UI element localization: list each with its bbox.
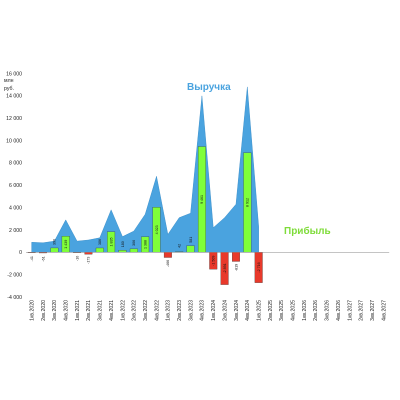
y-tick-label: 16 000 [6,71,22,77]
x-tick-label: 1кв.2020 [29,300,35,321]
y-tick-label: 12 000 [6,116,22,122]
profit-bar-label: 1 835 [109,238,113,247]
profit-bar-label: -2 716 [257,262,261,272]
y-tick-label: 8 000 [9,161,22,167]
x-tick-label: 2кв.2027 [359,300,365,321]
profit-bars: -41 -61 390 1 439 -10 -173 386 1 835 180 306 1 388… [27,146,263,285]
x-tick-label: 2кв.2025 [268,300,274,321]
x-tick-label: 3кв.2022 [143,300,149,321]
profit-bar-label: 1 439 [64,240,68,249]
profit-bar [84,252,93,255]
profit-bar-label: 8 912 [246,198,250,207]
profit-bar-label: 306 [132,240,136,246]
legend-revenue: Выручка [187,82,231,93]
x-tick-label: 1кв.2023 [166,300,172,321]
x-tick-label: 3кв.2025 [279,300,285,321]
y-axis: -4 000 -2 000 0 2 000 4 000 6 000 8 000 10 000 1… [6,71,22,300]
profit-bar-label: 390 [53,239,57,245]
x-tick-label: 1кв.2024 [211,300,217,321]
y-tick-label: -4 000 [7,295,22,301]
x-tick-label: 4кв.2020 [64,300,70,321]
profit-bar-label: -819 [234,264,238,271]
profit-bar-label: 42 [178,244,182,248]
profit-bar-label: 4 023 [155,225,159,234]
profit-bar-label: 581 [189,237,193,243]
profit-bar [186,245,195,253]
unit-label-line1: млн [4,78,14,84]
profit-bar-label: 180 [121,241,125,247]
profit-bar-label: -466 [166,260,170,267]
x-tick-label: 4кв.2025 [291,300,297,321]
legend-profit: Прибыль [284,225,331,237]
y-tick-label: -2 000 [7,272,22,278]
y-tick-label: 6 000 [9,183,22,189]
profit-bar-label: 386 [98,239,102,245]
x-tick-label: 1кв.2026 [302,300,308,321]
x-tick-label: 3кв.2021 [98,300,104,321]
x-tick-label: 4кв.2022 [154,300,160,321]
x-tick-label: 2кв.2026 [313,300,319,321]
x-tick-label: 2кв.2021 [86,300,92,321]
profit-bar-label: -173 [87,257,91,264]
profit-bar-label: -10 [75,256,79,261]
profit-bar-label: -2 891 [223,263,227,273]
profit-bar [129,248,138,253]
x-tick-label: 3кв.2026 [325,300,331,321]
y-tick-label: 4 000 [9,205,22,211]
x-tick-label: 1кв.2022 [120,300,126,321]
x-tick-label: 2кв.2024 [222,300,228,321]
revenue-area [31,86,259,253]
x-tick-label: 1кв.2025 [256,300,262,321]
x-tick-label: 4кв.2026 [336,300,342,321]
x-tick-label: 4кв.2027 [381,300,387,321]
profit-bar [50,247,59,253]
y-tick-label: 14 000 [6,94,22,100]
x-tick-label: 3кв.2024 [234,300,240,321]
x-tick-label: 1кв.2027 [347,300,353,321]
x-tick-label: 1кв.2021 [75,300,81,321]
x-tick-label: 3кв.2020 [52,300,58,321]
y-tick-label: 10 000 [6,138,22,144]
x-tick-label: 2кв.2023 [177,300,183,321]
x-tick-label: 4кв.2024 [245,300,251,321]
profit-bar-label: -1 509 [212,256,216,266]
profit-bar-label: -41 [30,256,34,261]
profit-bar-label: -61 [41,256,45,261]
profit-bar-label: 9 461 [200,195,204,204]
profit-bar-label: 1 388 [143,240,147,249]
x-tick-label: 2кв.2020 [41,300,47,321]
x-tick-label: 4кв.2021 [109,300,115,321]
x-tick-label: 3кв.2027 [370,300,376,321]
x-tick-label: 2кв.2022 [132,300,138,321]
y-tick-label: 2 000 [9,228,22,234]
unit-label-line2: руб. [4,86,14,92]
y-tick-label: 0 [19,250,22,256]
revenue-area-shape [31,86,259,253]
profit-bar [118,250,127,253]
x-tick-label: 4кв.2023 [200,300,206,321]
profit-bar [163,252,172,258]
x-axis-labels: 1кв.2020 2кв.2020 3кв.2020 4кв.2020 1кв.2021… [29,300,387,321]
x-tick-label: 3кв.2023 [188,300,194,321]
profit-bar [232,252,240,262]
profit-bar [95,247,104,253]
